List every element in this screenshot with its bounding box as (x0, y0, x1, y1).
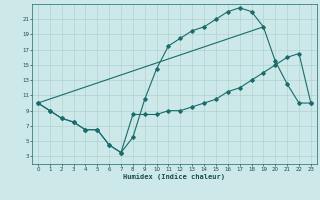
X-axis label: Humidex (Indice chaleur): Humidex (Indice chaleur) (124, 173, 225, 180)
